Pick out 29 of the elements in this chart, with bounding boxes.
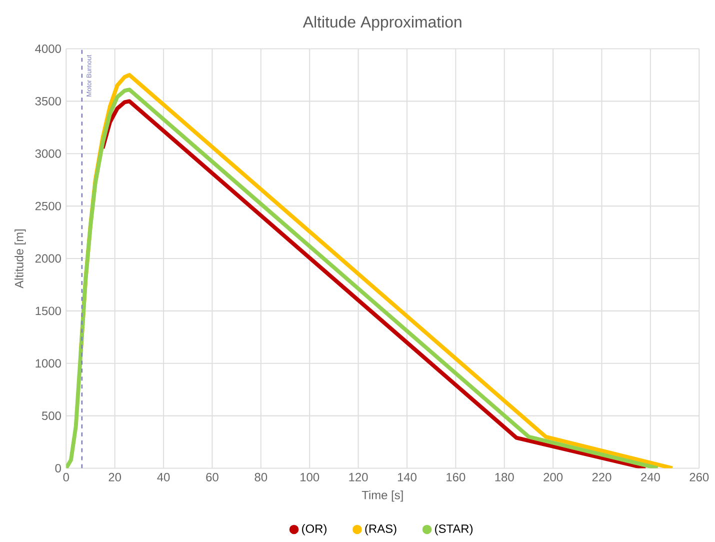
- y-axis-title: Altitude [m]: [14, 229, 26, 288]
- x-tick-label: 240: [641, 472, 660, 482]
- x-tick-label: 120: [349, 472, 368, 482]
- chart-title: Altitude Approximation: [302, 16, 462, 31]
- y-tick-label: 3500: [35, 96, 61, 106]
- x-tick-label: 100: [300, 472, 320, 482]
- y-tick-label: 2500: [35, 202, 61, 210]
- x-tick-label: 80: [254, 472, 268, 482]
- y-tick-label: 3000: [35, 149, 61, 158]
- x-tick-label: 140: [398, 472, 416, 482]
- x-tick-label: 180: [495, 472, 514, 482]
- x-tick-label: 160: [446, 472, 466, 482]
- x-tick-label: 60: [206, 472, 218, 482]
- x-tick-label: 0: [63, 472, 69, 482]
- legend-label: (STAR): [435, 524, 473, 536]
- legend-label: (RAS): [365, 524, 396, 536]
- y-tick-label: 1000: [36, 359, 61, 368]
- x-tick-label: 20: [108, 472, 122, 482]
- y-tick-label: 4000: [35, 44, 61, 54]
- x-tick-label: 220: [592, 472, 612, 482]
- legend-label: (OR): [302, 524, 326, 536]
- y-tick-label: 500: [42, 412, 61, 420]
- x-tick-label: 260: [690, 472, 709, 482]
- y-tick-label: 2000: [35, 254, 61, 263]
- x-axis-title: Time [s]: [362, 490, 403, 502]
- x-tick-label: 200: [544, 472, 563, 482]
- y-tick-label: 1500: [36, 306, 61, 316]
- x-tick-label: 40: [157, 472, 170, 482]
- y-tick-label: 0: [55, 464, 61, 472]
